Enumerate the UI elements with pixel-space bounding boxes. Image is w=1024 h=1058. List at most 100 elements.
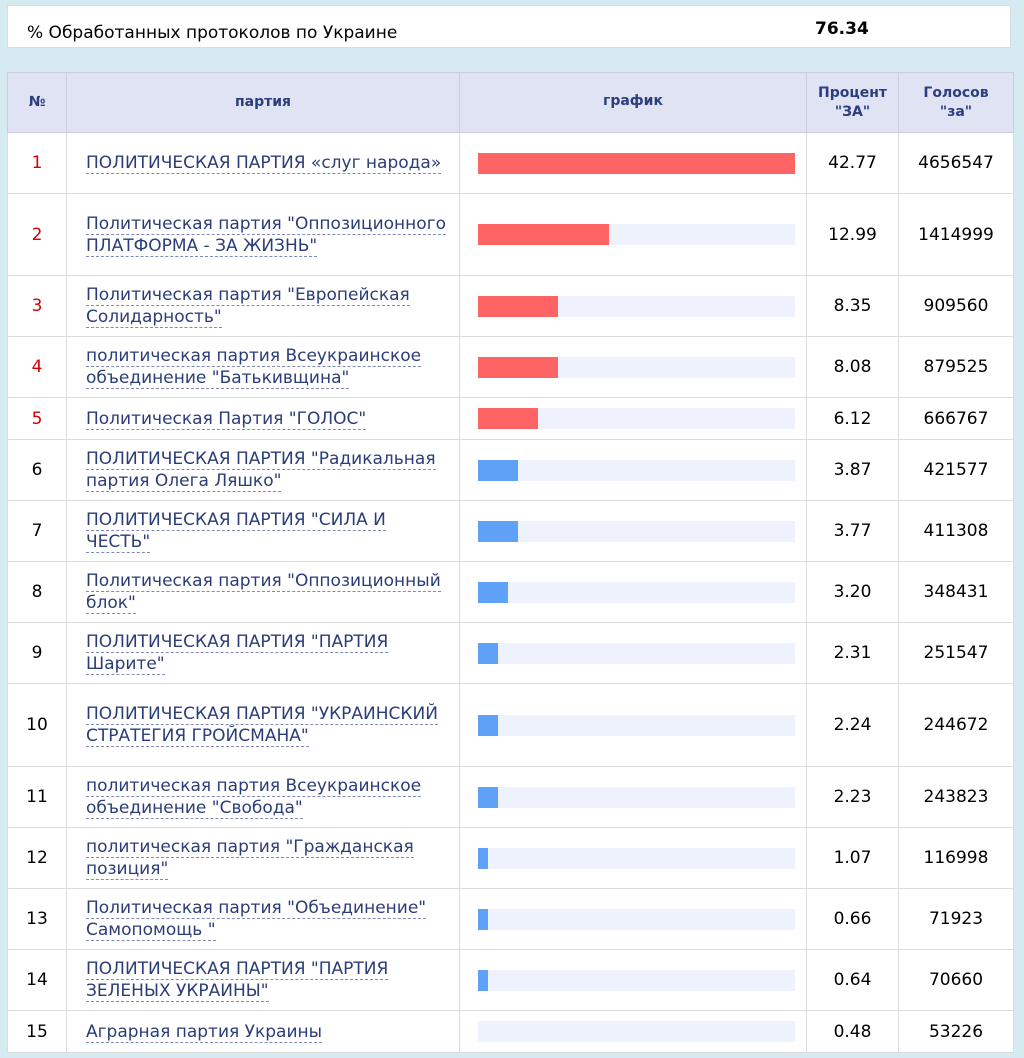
- percent-value: 2.31: [806, 622, 899, 684]
- percent-value: 42.77: [806, 132, 899, 194]
- table-row: 12 политическая партия "Гражданская позиц…: [7, 827, 1014, 889]
- result-bar: [478, 295, 559, 317]
- table-row: 14 ПОЛИТИЧЕСКАЯ ПАРТИЯ "ПАРТИЯ ЗЕЛЕНЫХ УК…: [7, 949, 1014, 1011]
- party-cell: политическая партия "Гражданская позиция…: [66, 827, 460, 889]
- result-bar: [478, 356, 559, 378]
- party-cell: ПОЛИТИЧЕСКАЯ ПАРТИЯ "ПАРТИЯ Шарите": [66, 622, 460, 684]
- chart-cell: [459, 439, 807, 501]
- table-row: 2 Политическая партия "Оппозиционного ПЛА…: [7, 193, 1014, 276]
- party-link[interactable]: Политическая партия "Европейская Солидар…: [86, 285, 410, 328]
- party-link[interactable]: Политическая партия "Объединение" Самопо…: [86, 898, 427, 941]
- rank-number: 1: [7, 132, 67, 194]
- result-bar-track: [478, 714, 795, 736]
- result-bar-track: [478, 581, 795, 603]
- result-bar-track: [478, 224, 795, 245]
- party-link[interactable]: Аграрная партия Украины: [86, 1021, 323, 1043]
- chart-cell: [459, 193, 807, 276]
- votes-value: 1414999: [898, 193, 1014, 276]
- header-percent-line2: "ЗА": [834, 103, 871, 120]
- percent-value: 3.77: [806, 500, 899, 562]
- table-row: 4 политическая партия Всеукраинское объед…: [7, 336, 1014, 398]
- party-link[interactable]: политическая партия "Гражданская позиция…: [86, 837, 414, 880]
- chart-cell: [459, 1010, 807, 1053]
- chart-cell: [459, 827, 807, 889]
- result-bar-track: [478, 969, 795, 991]
- party-link[interactable]: ПОЛИТИЧЕСКАЯ ПАРТИЯ «слуг народа»: [86, 153, 442, 174]
- party-link[interactable]: Политическая партия "Оппозиционного ПЛАТ…: [86, 213, 447, 257]
- table-row: 10 ПОЛИТИЧЕСКАЯ ПАРТИЯ "УКРАИНСКИЙ СТРАТЕ…: [7, 683, 1014, 767]
- rank-number: 2: [7, 193, 67, 276]
- votes-value: 53226: [898, 1010, 1014, 1053]
- party-cell: политическая партия Всеукраинское объеди…: [66, 766, 460, 828]
- result-bar-track: [478, 408, 795, 429]
- party-link[interactable]: ПОЛИТИЧЕСКАЯ ПАРТИЯ "Радикальная партия …: [86, 449, 436, 492]
- rank-number: 3: [7, 275, 67, 337]
- votes-value: 4656547: [898, 132, 1014, 194]
- rank-number: 4: [7, 336, 67, 398]
- percent-value: 12.99: [806, 193, 899, 276]
- percent-value: 3.87: [806, 439, 899, 501]
- party-link[interactable]: ПОЛИТИЧЕСКАЯ ПАРТИЯ "ПАРТИЯ ЗЕЛЕНЫХ УКРА…: [86, 959, 389, 1002]
- table-row: 1 ПОЛИТИЧЕСКАЯ ПАРТИЯ «слуг народа» 42.77 4…: [7, 132, 1014, 194]
- party-link[interactable]: Политическая партия "Оппозиционный блок": [86, 571, 441, 614]
- result-bar: [478, 152, 795, 174]
- party-link[interactable]: политическая партия Всеукраинское объеди…: [86, 776, 422, 819]
- chart-cell: [459, 397, 807, 440]
- percent-value: 8.35: [806, 275, 899, 337]
- chart-cell: [459, 500, 807, 562]
- percent-value: 1.07: [806, 827, 899, 889]
- chart-cell: [459, 949, 807, 1011]
- percent-value: 2.24: [806, 683, 899, 767]
- result-bar: [478, 520, 518, 542]
- result-bar: [478, 581, 509, 603]
- processed-protocols-panel: % Обработанных протоколов по Украине 76.…: [7, 5, 1011, 48]
- votes-value: 243823: [898, 766, 1014, 828]
- party-cell: ПОЛИТИЧЕСКАЯ ПАРТИЯ "Радикальная партия …: [66, 439, 460, 501]
- table-row: 9 ПОЛИТИЧЕСКАЯ ПАРТИЯ "ПАРТИЯ Шарите" 2.31…: [7, 622, 1014, 684]
- party-link[interactable]: ПОЛИТИЧЕСКАЯ ПАРТИЯ "ПАРТИЯ Шарите": [86, 632, 389, 675]
- party-link[interactable]: ПОЛИТИЧЕСКАЯ ПАРТИЯ "УКРАИНСКИЙ СТРАТЕГИ…: [86, 704, 438, 747]
- result-bar-track: [478, 152, 795, 174]
- party-link[interactable]: политическая партия Всеукраинское объеди…: [86, 346, 422, 389]
- processed-protocols-label: % Обработанных протоколов по Украине: [27, 23, 398, 43]
- table-row: 6 ПОЛИТИЧЕСКАЯ ПАРТИЯ "Радикальная партия…: [7, 439, 1014, 501]
- table-row: 7 ПОЛИТИЧЕСКАЯ ПАРТИЯ "СИЛА И ЧЕСТЬ" 3.77 4…: [7, 500, 1014, 562]
- result-bar-track: [478, 1021, 795, 1042]
- chart-cell: [459, 888, 807, 950]
- chart-cell: [459, 683, 807, 767]
- result-bar: [478, 224, 610, 245]
- percent-value: 0.64: [806, 949, 899, 1011]
- table-row: 5 Политическая Партия "ГОЛОС" 6.12 666767: [7, 397, 1014, 440]
- rank-number: 14: [7, 949, 67, 1011]
- percent-value: 3.20: [806, 561, 899, 623]
- header-percent-line1: Процент: [817, 84, 887, 101]
- rank-number: 15: [7, 1010, 67, 1053]
- chart-cell: [459, 766, 807, 828]
- chart-cell: [459, 336, 807, 398]
- votes-value: 116998: [898, 827, 1014, 889]
- result-bar-track: [478, 847, 795, 869]
- percent-value: 2.23: [806, 766, 899, 828]
- percent-value: 0.66: [806, 888, 899, 950]
- party-cell: Политическая партия "Европейская Солидар…: [66, 275, 460, 337]
- result-bar-track: [478, 908, 795, 930]
- result-bar: [478, 908, 489, 930]
- result-bar: [478, 642, 498, 664]
- votes-value: 411308: [898, 500, 1014, 562]
- rank-number: 11: [7, 766, 67, 828]
- votes-value: 421577: [898, 439, 1014, 501]
- party-link[interactable]: ПОЛИТИЧЕСКАЯ ПАРТИЯ "СИЛА И ЧЕСТЬ": [86, 510, 386, 553]
- rank-number: 9: [7, 622, 67, 684]
- party-link[interactable]: Политическая Партия "ГОЛОС": [86, 408, 367, 430]
- rank-number: 8: [7, 561, 67, 623]
- party-cell: ПОЛИТИЧЕСКАЯ ПАРТИЯ "СИЛА И ЧЕСТЬ": [66, 500, 460, 562]
- rank-number: 10: [7, 683, 67, 767]
- rank-number: 6: [7, 439, 67, 501]
- table-row: 3 Политическая партия "Европейская Солида…: [7, 275, 1014, 337]
- result-bar: [478, 459, 518, 481]
- header-percent: Процент "ЗА": [806, 72, 899, 133]
- rank-number: 12: [7, 827, 67, 889]
- result-bar: [478, 847, 489, 869]
- rank-number: 5: [7, 397, 67, 440]
- party-cell: Политическая Партия "ГОЛОС": [66, 397, 460, 440]
